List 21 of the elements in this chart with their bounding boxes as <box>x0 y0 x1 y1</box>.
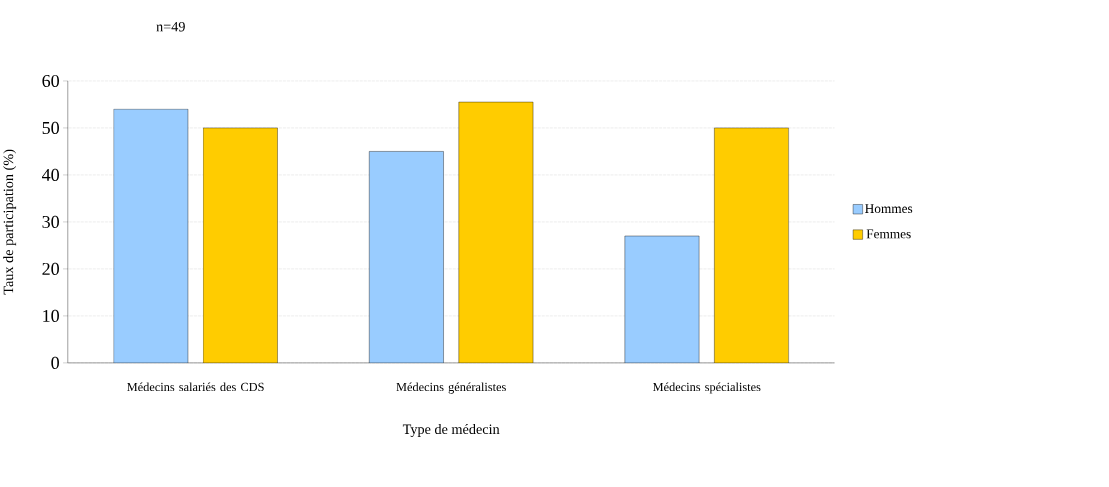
legend-label: Hommes <box>865 204 913 214</box>
x-tick-label: Médecins généralistes <box>396 382 506 394</box>
bar <box>624 235 700 364</box>
y-tick-label: 20 <box>42 262 59 276</box>
y-tick-label: 30 <box>42 215 59 229</box>
text: n=49 <box>156 22 185 32</box>
y-tick-label: 60 <box>42 75 59 88</box>
y-tick-label: 0 <box>51 356 59 370</box>
bar <box>369 151 444 364</box>
y-tick-label: 50 <box>42 122 59 135</box>
x-tick-label: Médecins spécialistes <box>652 382 761 394</box>
y-tick-label: 40 <box>42 168 59 182</box>
y-tick-label: 10 <box>43 309 59 323</box>
x-tick-label: Médecins salariés des CDS <box>127 382 264 392</box>
bar <box>458 102 534 364</box>
legend-label: Femmes <box>866 229 911 239</box>
bar <box>113 109 188 364</box>
y-axis-title: Taux de participation (%) <box>3 149 17 295</box>
bar <box>203 128 278 364</box>
bar <box>714 127 789 364</box>
x-axis-title: Type de médecin <box>402 424 500 438</box>
